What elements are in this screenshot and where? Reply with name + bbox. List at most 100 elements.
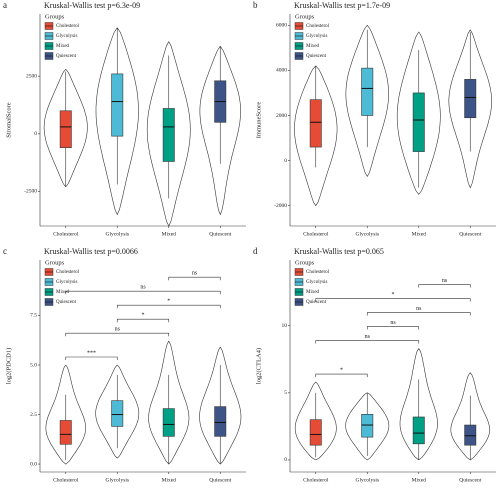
box [464, 424, 477, 446]
significance-label: ns [192, 271, 198, 277]
significance-label: ns [115, 327, 121, 333]
chart-title: Kruskal-Wallis test p=6.3e-09 [44, 1, 140, 10]
box [361, 67, 374, 116]
x-tick-label: Glycolysis [105, 477, 129, 483]
significance-bracket [168, 276, 221, 281]
x-tick-label: Mixed [162, 477, 177, 483]
y-tick-label: -2000 [274, 203, 287, 209]
y-tick-label: 6000 [276, 23, 287, 29]
significance-bracket [65, 332, 170, 337]
box [464, 79, 477, 119]
significance-label: * [340, 367, 343, 373]
legend-title: Groups [45, 259, 65, 266]
box [111, 73, 124, 137]
y-tick-label: -2500 [24, 189, 37, 195]
panel-label: d [253, 246, 258, 256]
significance-label: * [142, 313, 145, 319]
violin [43, 69, 88, 188]
box [162, 108, 175, 162]
violin [45, 364, 86, 465]
significance-label: * [167, 299, 170, 305]
panel: d Kruskal-Wallis test p=0.065 log2(CTLA4) 0… [253, 246, 496, 483]
panel-label: a [3, 0, 7, 10]
box [59, 110, 72, 148]
legend-title: Groups [295, 259, 315, 266]
x-tick-label: Cholesterol [53, 231, 79, 237]
y-tick-label: 0.0 [30, 461, 37, 467]
significance-bracket [116, 318, 170, 323]
y-tick-label: 2500 [26, 73, 37, 79]
panel: c Kruskal-Wallis test p=0.0066 log2(PDCD1)… [3, 246, 246, 483]
y-tick-label: 2000 [276, 113, 287, 119]
x-tick-label: Cholesterol [53, 477, 79, 483]
x-tick-label: Mixed [412, 477, 427, 483]
violin [345, 392, 390, 461]
x-tick-label: Quiescent [209, 477, 231, 483]
box [412, 416, 425, 445]
box [412, 92, 425, 152]
x-tick-label: Glycolysis [355, 231, 379, 237]
x-tick-label: Mixed [412, 231, 427, 237]
significance-bracket [315, 340, 420, 344]
significance-bracket [418, 284, 471, 288]
x-tick-label: Mixed [162, 231, 177, 237]
legend-label: Glycolysis [56, 280, 77, 285]
significance-label: ns [140, 285, 146, 291]
y-axis-label: log2(PDCD1) [5, 348, 12, 384]
y-tick-label: 10 [282, 323, 288, 329]
legend-label: Glycolysis [306, 280, 327, 285]
chart-title: Kruskal-Wallis test p=1.7e-09 [294, 1, 390, 10]
y-tick-label: 4000 [276, 68, 287, 74]
legend-label: Cholesterol [56, 270, 80, 275]
significance-label: ns [365, 334, 371, 340]
box [309, 419, 322, 446]
chart-title: Kruskal-Wallis test p=0.065 [294, 247, 384, 256]
y-tick-label: 5.0 [30, 362, 37, 368]
significance-bracket [315, 298, 471, 302]
significance-bracket [65, 356, 118, 361]
significance-bracket [366, 326, 420, 330]
violin [148, 340, 190, 465]
violin [199, 346, 242, 465]
legend-label: Quiescent [306, 54, 327, 59]
violin [448, 29, 493, 189]
legend-label: Glycolysis [306, 34, 327, 39]
y-tick-label: 7.5 [30, 313, 37, 319]
panel: a Kruskal-Wallis test p=6.3e-09 StromalSco… [3, 0, 246, 237]
significance-bracket [65, 290, 221, 295]
y-axis-label: log2(CTLA4) [255, 348, 262, 384]
x-tick-label: Glycolysis [105, 231, 129, 237]
violin [95, 27, 139, 216]
legend-label: Mixed [56, 290, 70, 295]
violin [95, 364, 140, 459]
legend-label: Glycolysis [56, 34, 77, 39]
panel-label: c [3, 246, 7, 256]
legend-title: Groups [45, 13, 65, 20]
legend-label: Quiescent [56, 300, 77, 305]
box [111, 400, 124, 427]
significance-label: *** [87, 350, 96, 356]
violin [396, 31, 441, 195]
significance-bracket [116, 304, 221, 309]
violin [345, 25, 389, 178]
box [162, 408, 175, 437]
y-axis-label: ImmuneScore [255, 102, 262, 139]
significance-bracket [315, 373, 368, 378]
x-tick-label: Cholesterol [303, 477, 329, 483]
chart-title: Kruskal-Wallis test p=0.0066 [44, 247, 138, 256]
box [214, 406, 227, 437]
x-tick-label: Quiescent [459, 231, 481, 237]
x-tick-label: Glycolysis [355, 477, 379, 483]
legend-label: Cholesterol [306, 270, 330, 275]
legend-label: Cholesterol [56, 24, 80, 29]
y-tick-label: 0 [34, 131, 37, 137]
panel: b Kruskal-Wallis test p=1.7e-09 ImmuneScor… [253, 0, 496, 237]
panel-label: b [253, 0, 258, 10]
legend-label: Cholesterol [306, 24, 330, 29]
y-tick-label: 5 [284, 390, 287, 396]
violin [146, 41, 191, 227]
significance-label: * [392, 292, 395, 298]
y-tick-label: 0 [284, 457, 287, 463]
legend-label: Mixed [306, 290, 320, 295]
